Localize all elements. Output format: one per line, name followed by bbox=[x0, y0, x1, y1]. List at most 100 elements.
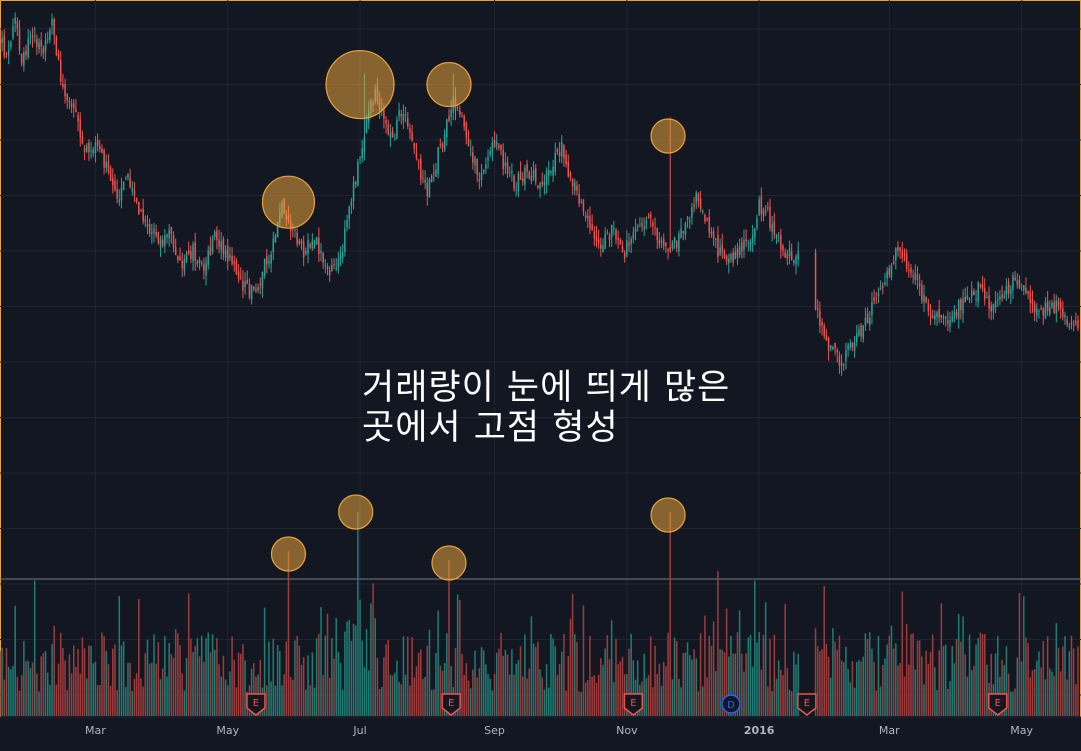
candle bbox=[31, 27, 34, 48]
candle-body bbox=[261, 271, 264, 289]
candle bbox=[873, 289, 875, 305]
volume-bar bbox=[725, 608, 728, 716]
candle-body bbox=[775, 235, 778, 238]
volume-bar bbox=[506, 654, 509, 716]
candle-body bbox=[404, 114, 407, 116]
candle bbox=[1046, 290, 1049, 316]
candle-body bbox=[62, 83, 64, 87]
candle bbox=[576, 180, 578, 196]
candle bbox=[389, 123, 392, 148]
volume-bar bbox=[211, 634, 214, 716]
earnings-marker-shape bbox=[987, 693, 1008, 716]
volume-bar bbox=[589, 636, 591, 716]
candle bbox=[656, 227, 658, 249]
candle bbox=[112, 168, 114, 194]
volume-bar bbox=[957, 614, 960, 716]
candle-body bbox=[884, 282, 886, 285]
candle bbox=[313, 239, 316, 249]
volume-bar bbox=[1010, 691, 1012, 716]
volume-bar bbox=[49, 684, 51, 716]
candle bbox=[170, 226, 173, 244]
candle bbox=[213, 229, 216, 241]
earnings-marker-shape bbox=[246, 693, 266, 716]
candle bbox=[923, 284, 925, 313]
candle-body bbox=[99, 146, 101, 150]
candle-body bbox=[1051, 302, 1053, 308]
candle-body bbox=[552, 167, 554, 176]
volume-bar bbox=[498, 648, 500, 716]
volume-bar bbox=[378, 689, 381, 716]
candle bbox=[910, 264, 912, 278]
candle-body bbox=[433, 172, 435, 174]
candle-body bbox=[938, 308, 940, 318]
earnings-marker: E bbox=[797, 693, 817, 716]
candle bbox=[819, 301, 821, 334]
candle bbox=[699, 190, 702, 213]
volume-bar bbox=[1059, 671, 1062, 716]
volume-bar bbox=[495, 652, 498, 716]
volume-bar bbox=[433, 689, 435, 716]
candle-body bbox=[461, 116, 463, 118]
candle bbox=[296, 228, 298, 248]
candle-body bbox=[339, 255, 342, 260]
volume-bar bbox=[918, 640, 921, 716]
candle bbox=[528, 170, 530, 180]
volume-bar bbox=[105, 650, 108, 716]
volume-bar bbox=[166, 676, 168, 716]
candle bbox=[174, 238, 177, 256]
candle bbox=[398, 102, 400, 122]
candle-body bbox=[550, 171, 552, 173]
volume-bar bbox=[502, 655, 504, 716]
volume-bar bbox=[975, 644, 977, 716]
candle bbox=[760, 187, 763, 222]
candle-body bbox=[1005, 286, 1008, 295]
candle-body bbox=[684, 223, 687, 235]
volume-bar bbox=[884, 658, 886, 716]
candle-body bbox=[1075, 320, 1077, 324]
candle bbox=[361, 139, 363, 163]
volume-bar bbox=[109, 685, 112, 716]
candle-body bbox=[725, 255, 728, 262]
earnings-marker-label: E bbox=[448, 698, 454, 709]
candle-body bbox=[923, 294, 925, 303]
candle-body bbox=[749, 242, 752, 248]
candle bbox=[764, 205, 767, 216]
dividend-marker-shape bbox=[721, 694, 741, 714]
candle-body bbox=[905, 252, 908, 269]
volume-bar bbox=[680, 687, 682, 716]
candle bbox=[157, 231, 160, 245]
volume-bar bbox=[532, 643, 535, 716]
candle bbox=[181, 252, 183, 278]
candle bbox=[439, 138, 442, 149]
volume-bar bbox=[764, 602, 767, 716]
candle-body bbox=[272, 238, 275, 253]
candle-body bbox=[491, 142, 494, 154]
earnings-marker: E bbox=[623, 693, 644, 716]
candle bbox=[59, 51, 62, 86]
volume-bar bbox=[1007, 673, 1010, 716]
volume-bar bbox=[133, 679, 136, 716]
candle bbox=[133, 182, 136, 203]
candle bbox=[613, 220, 615, 236]
volume-bar bbox=[1033, 669, 1036, 716]
volume-bar bbox=[1029, 677, 1032, 716]
candle-body bbox=[365, 118, 368, 134]
volume-bar bbox=[1075, 684, 1077, 716]
candle bbox=[767, 201, 769, 212]
candle-body bbox=[584, 215, 587, 218]
volume-bar bbox=[296, 635, 298, 716]
candle bbox=[53, 17, 55, 45]
candle bbox=[385, 116, 387, 134]
candle bbox=[966, 286, 969, 301]
volume-bar bbox=[886, 644, 888, 716]
candle bbox=[790, 243, 793, 261]
volume-bar bbox=[476, 677, 478, 716]
candle-body bbox=[604, 233, 606, 249]
candle bbox=[411, 125, 413, 142]
candle-body bbox=[359, 157, 361, 159]
candle bbox=[489, 146, 491, 158]
candle-body bbox=[836, 350, 838, 353]
candle bbox=[728, 253, 730, 274]
candle-body bbox=[127, 173, 129, 178]
